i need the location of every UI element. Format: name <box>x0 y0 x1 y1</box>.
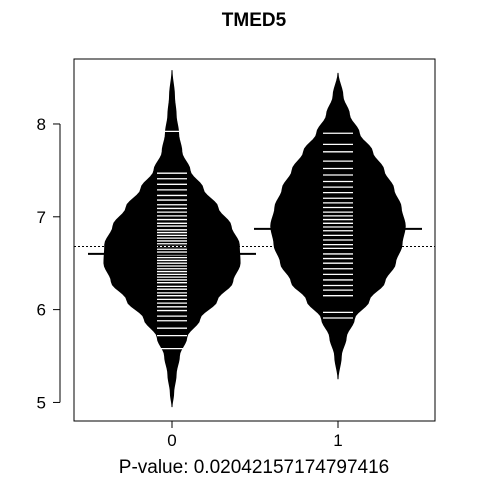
bean-group <box>103 70 406 408</box>
bean-1 <box>270 72 406 380</box>
y-tick-label: 5 <box>37 393 46 412</box>
mean-line-group <box>88 227 422 255</box>
observation-band-group <box>157 130 353 350</box>
chart-title: TMED5 <box>222 10 287 31</box>
x-tick-label: 0 <box>167 431 176 450</box>
p-value-label: P-value: 0.02042157174797416 <box>119 457 389 478</box>
x-tick-label: 1 <box>333 431 342 450</box>
y-tick-label: 6 <box>37 301 46 320</box>
y-tick-label: 8 <box>37 115 46 134</box>
y-tick-label: 7 <box>37 208 46 227</box>
y-axis: 5 6 7 8 <box>37 115 61 412</box>
